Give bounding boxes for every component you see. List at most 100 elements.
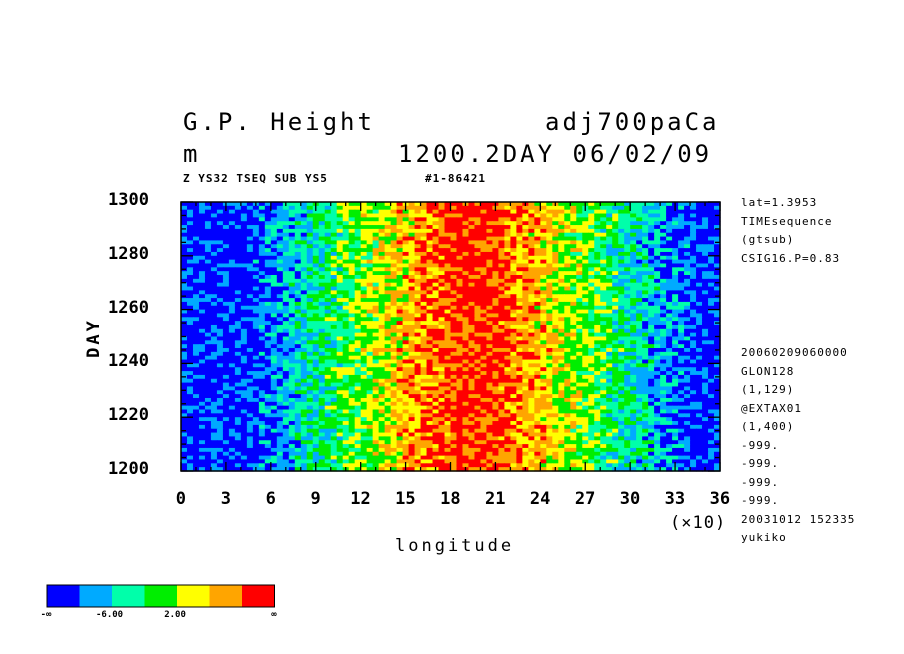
- heatmap-cell: [642, 294, 649, 299]
- heatmap-cell: [336, 205, 344, 211]
- heatmap-cell: [672, 221, 679, 226]
- heatmap-cell: [198, 282, 206, 288]
- heatmap-cell: [552, 217, 559, 222]
- heatmap-cell: [462, 386, 470, 391]
- heatmap-cell: [420, 336, 428, 341]
- heatmap-cell: [660, 397, 667, 403]
- heatmap-cell: [474, 286, 482, 291]
- heatmap-cell: [534, 359, 541, 364]
- heatmap-cell: [186, 286, 194, 291]
- heatmap-cell: [444, 386, 452, 391]
- heatmap-cell: [588, 378, 595, 384]
- heatmap-cell: [228, 386, 236, 391]
- heatmap-cell: [348, 317, 356, 322]
- heatmap-cell: [318, 271, 326, 276]
- heatmap-cell: [492, 401, 500, 407]
- heatmap-cell: [642, 286, 649, 291]
- heatmap-cell: [270, 348, 278, 353]
- heatmap-cell: [654, 255, 661, 261]
- heatmap-cell: [324, 317, 332, 322]
- heatmap-cell: [624, 251, 631, 257]
- heatmap-cell: [354, 255, 362, 261]
- heatmap-cell: [426, 363, 434, 368]
- heatmap-cell: [324, 397, 332, 403]
- heatmap-cell: [666, 363, 673, 368]
- heatmap-cell: [408, 221, 416, 226]
- heatmap-cell: [588, 244, 595, 249]
- heatmap-cell: [588, 355, 595, 361]
- heatmap-cell: [342, 301, 350, 307]
- heatmap-cell: [684, 294, 691, 299]
- heatmap-cell: [546, 328, 553, 334]
- heatmap-cell: [324, 305, 332, 311]
- heatmap-cell: [282, 348, 290, 353]
- heatmap-cell: [414, 305, 422, 311]
- heatmap-cell: [570, 248, 577, 253]
- heatmap-cell: [516, 317, 523, 322]
- heatmap-cell: [276, 355, 284, 361]
- heatmap-cell: [294, 240, 302, 245]
- heatmap-cell: [552, 363, 559, 368]
- heatmap-cell: [330, 413, 338, 418]
- heatmap-cell: [396, 213, 404, 218]
- heatmap-cell: [588, 371, 595, 376]
- heatmap-cell: [234, 275, 242, 280]
- heatmap-cell: [498, 313, 505, 318]
- heatmap-cell: [714, 367, 721, 372]
- heatmap-cell: [378, 409, 386, 414]
- heatmap-cell: [702, 340, 709, 345]
- heatmap-cell: [204, 348, 212, 353]
- heatmap-cell: [186, 386, 194, 391]
- heatmap-cell: [210, 378, 218, 384]
- heatmap-cell: [450, 332, 458, 338]
- heatmap-cell: [246, 378, 254, 384]
- heatmap-cell: [540, 309, 547, 315]
- heatmap-cell: [294, 386, 302, 391]
- heatmap-cell: [558, 405, 565, 411]
- heatmap-cell: [276, 228, 284, 234]
- heatmap-cell: [438, 298, 446, 303]
- heatmap-cell: [612, 290, 619, 295]
- heatmap-cell: [186, 321, 194, 326]
- heatmap-cell: [258, 405, 266, 411]
- heatmap-cell: [684, 232, 691, 238]
- heatmap-cell: [240, 263, 248, 268]
- heatmap-cell: [552, 374, 559, 380]
- heatmap-cell: [318, 290, 326, 295]
- heatmap-cell: [540, 374, 547, 380]
- heatmap-cell: [181, 236, 188, 242]
- heatmap-cell: [324, 324, 332, 330]
- heatmap-cell: [558, 213, 565, 218]
- heatmap-cell: [456, 298, 464, 303]
- heatmap-cell: [510, 309, 517, 315]
- heatmap-cell: [654, 348, 661, 353]
- heatmap-cell: [312, 278, 320, 284]
- heatmap-cell: [270, 228, 278, 234]
- heatmap-cell: [528, 397, 535, 403]
- heatmap-cell: [636, 409, 643, 414]
- heatmap-cell: [276, 221, 284, 226]
- heatmap-cell: [198, 386, 206, 391]
- heatmap-cell: [468, 298, 476, 303]
- heatmap-cell: [708, 401, 715, 407]
- heatmap-cell: [516, 301, 523, 307]
- heatmap-cell: [276, 340, 284, 345]
- heatmap-cell: [318, 332, 326, 338]
- heatmap-cell: [306, 213, 314, 218]
- heatmap-cell: [324, 259, 332, 265]
- heatmap-cell: [540, 236, 547, 242]
- heatmap-cell: [534, 244, 541, 249]
- heatmap-cell: [540, 294, 547, 299]
- heatmap-cell: [216, 317, 224, 322]
- heatmap-cell: [408, 401, 416, 407]
- heatmap-cell: [222, 221, 230, 226]
- heatmap-cell: [648, 217, 655, 222]
- heatmap-cell: [234, 313, 242, 318]
- heatmap-cell: [474, 221, 482, 226]
- heatmap-cell: [696, 371, 703, 376]
- heatmap-cell: [288, 228, 296, 234]
- heatmap-cell: [318, 217, 326, 222]
- heatmap-cell: [648, 374, 655, 380]
- heatmap-cell: [228, 336, 236, 341]
- heatmap-cell: [300, 378, 308, 384]
